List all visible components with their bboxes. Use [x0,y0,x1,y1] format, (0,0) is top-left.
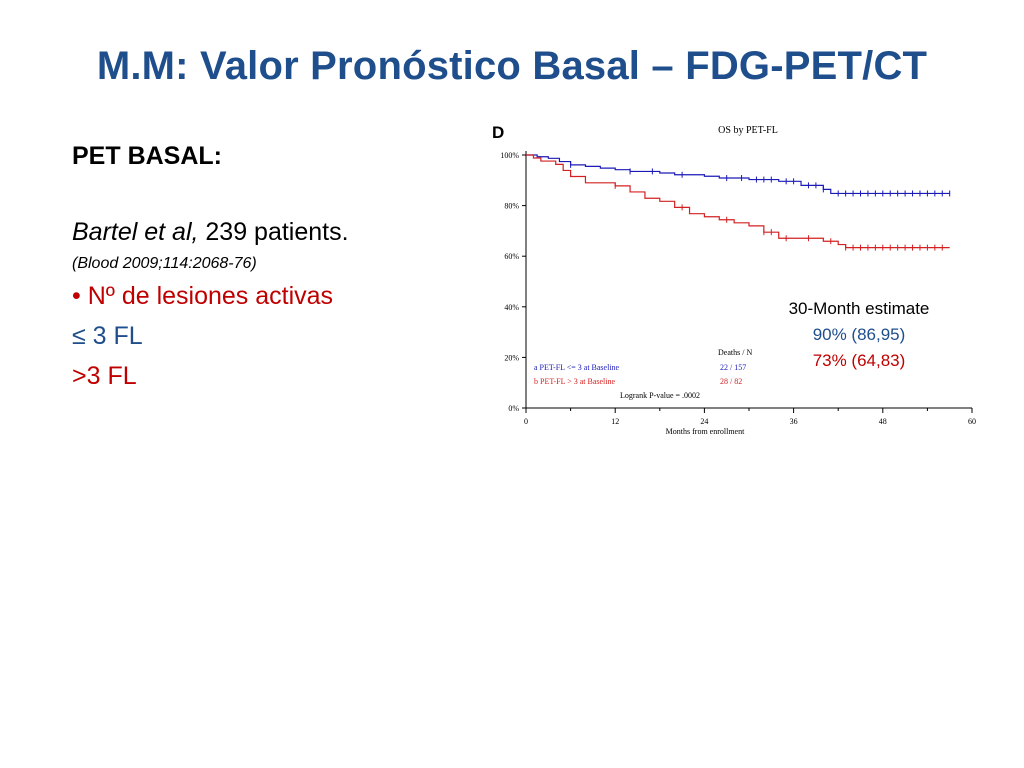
group-le-3-fl: ≤ 3 FL [72,322,143,350]
estimate-group1: 90% (86,95) [812,325,906,344]
bullet-lesions: • Nº de lesiones activas [72,282,334,310]
group-gt-3-fl: >3 FL [72,362,137,390]
legend-deaths-group2: 28 / 82 [720,377,742,386]
estimate-box: 30-Month estimate 90% (86,95) 73% (64,83… [744,296,974,374]
x-tick-label: 60 [968,417,976,426]
chart-title: OS by PET-FL [718,125,778,136]
y-tick-label: 40% [504,303,519,312]
estimate-heading: 30-Month estimate [788,299,930,318]
y-tick-label: 80% [504,202,519,211]
y-tick-label: 100% [500,151,519,160]
y-tick-label: 0% [508,404,519,413]
study-reference: Bartel et al, 239 patients. [72,212,452,252]
slide-title: M.M: Valor Pronóstico Basal – FDG-PET/CT [96,44,928,88]
x-tick-label: 36 [790,417,798,426]
x-tick-label: 12 [611,417,619,426]
study-authors: Bartel et al, [72,218,199,246]
y-tick-label: 20% [504,353,519,362]
citation: (Blood 2009;114:2068-76) [72,255,257,272]
x-tick-label: 0 [524,417,528,426]
legend-entry-group2: b PET-FL > 3 at Baseline [534,377,615,386]
legend-entry-group1: a PET-FL <= 3 at Baseline [534,363,620,372]
x-tick-label: 24 [700,417,708,426]
panel-letter: D [492,123,504,142]
x-axis-label: Months from enrollment [666,427,745,436]
legend-header: Deaths / N [718,348,752,357]
logrank-pvalue: Logrank P-value = .0002 [620,391,700,400]
x-tick-label: 48 [879,417,887,426]
spacer [72,176,452,212]
km-curve-group2 [526,154,950,249]
study-summary: PET BASAL: Bartel et al, 239 patients. (… [72,136,452,396]
km-curve-group1 [526,154,950,195]
section-heading: PET BASAL: [72,142,222,170]
study-patients: 239 patients. [198,218,349,246]
y-tick-label: 60% [504,252,519,261]
km-chart: D OS by PET-FL 0% 20% 40% 60% 80% 100% 0 12 24 36 48… [492,123,976,436]
estimate-group2: 73% (64,83) [812,351,906,370]
km-figure: D OS by PET-FL 0% 20% 40% 60% 80% 100% 0 12 24 36 48… [486,118,992,448]
legend-deaths-group1: 22 / 157 [720,363,746,372]
